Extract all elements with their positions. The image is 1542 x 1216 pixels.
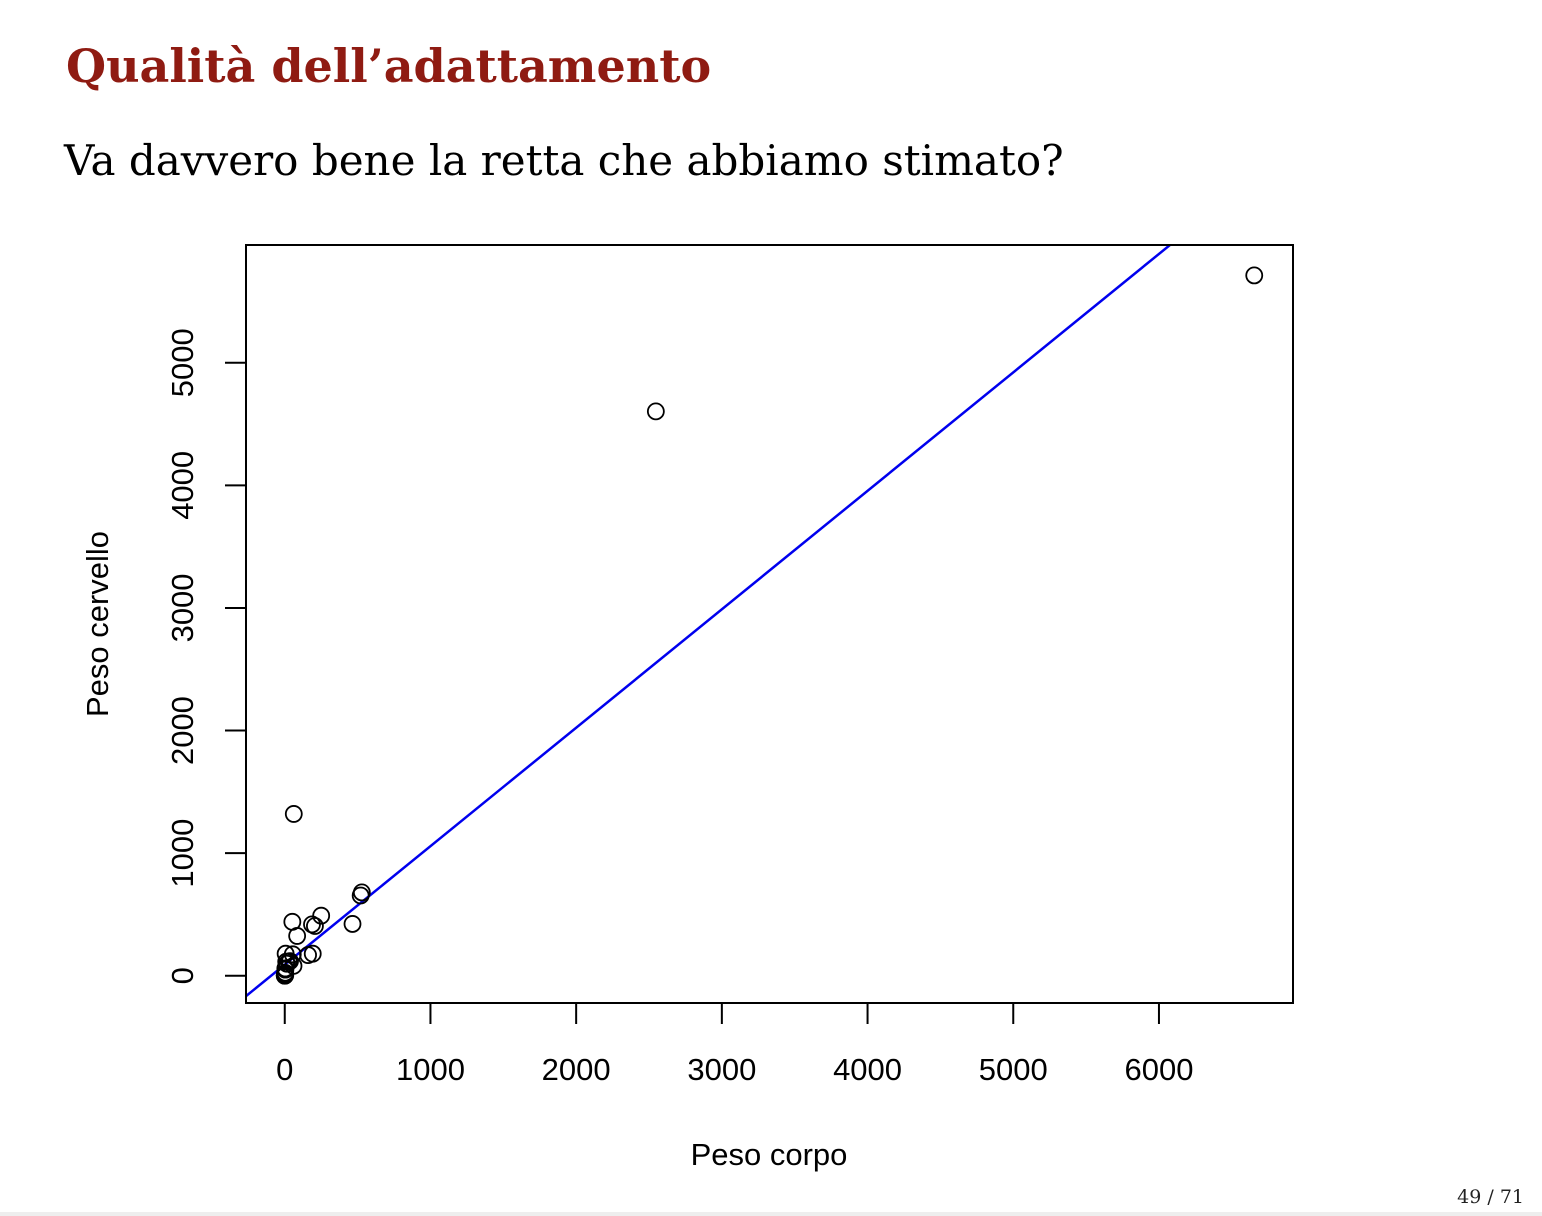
y-tick-label: 5000: [165, 328, 200, 397]
x-tick-label: 1000: [396, 1052, 465, 1087]
data-point: [646, 402, 665, 421]
slide-subtitle: Va davvero bene la retta che abbiamo sti…: [64, 136, 1064, 185]
data-point: [288, 927, 307, 945]
x-tick-label: 6000: [1124, 1052, 1193, 1087]
plot-frame: [245, 244, 1294, 1004]
y-tick-label: 4000: [165, 451, 200, 520]
data-point: [276, 959, 295, 978]
y-tick-label: 3000: [165, 573, 200, 642]
x-axis: 0 1000 2000 3000 4000 5000 6000: [276, 1002, 1193, 1087]
x-tick-label: 2000: [542, 1052, 611, 1087]
slide-title: Qualità dell’adattamento: [66, 39, 712, 93]
y-axis-label: Peso cervello: [80, 531, 115, 717]
data-point: [306, 917, 324, 935]
data-point: [284, 805, 303, 823]
data-point: [343, 915, 362, 933]
x-tick-label: 5000: [979, 1052, 1048, 1087]
y-tick-label: 2000: [165, 696, 200, 765]
data-point: [275, 966, 294, 985]
fit-line: [246, 245, 1172, 998]
x-tick-label: 0: [276, 1052, 293, 1087]
data-point: [303, 915, 321, 934]
data-points: [275, 266, 1264, 985]
bottom-bar: [0, 1212, 1542, 1216]
y-axis: 0 1000 2000 3000 4000 5000: [165, 328, 247, 984]
y-tick-label: 0: [165, 967, 200, 984]
x-axis-label: Peso corpo: [691, 1137, 848, 1172]
x-tick-label: 4000: [833, 1052, 902, 1087]
data-point: [351, 886, 370, 905]
fit-line-group: [246, 245, 1172, 998]
x-tick-label: 3000: [687, 1052, 756, 1087]
page-number: 49 / 71: [1457, 1186, 1524, 1208]
data-point: [1245, 266, 1264, 285]
y-tick-label: 1000: [165, 819, 200, 888]
